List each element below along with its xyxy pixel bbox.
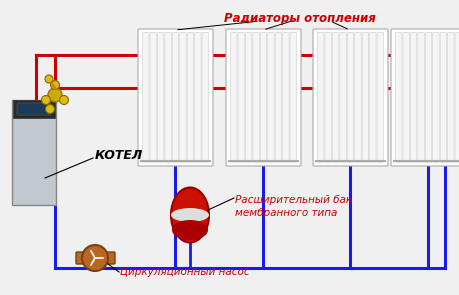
FancyBboxPatch shape (225, 29, 300, 166)
FancyBboxPatch shape (274, 32, 281, 163)
FancyBboxPatch shape (202, 32, 208, 163)
Text: КОТЕЛ: КОТЕЛ (95, 148, 143, 161)
FancyBboxPatch shape (76, 252, 86, 264)
FancyBboxPatch shape (409, 32, 416, 163)
FancyBboxPatch shape (361, 32, 368, 163)
Circle shape (41, 96, 50, 104)
Text: Расширительный бак
мембранного типа: Расширительный бак мембранного типа (235, 195, 351, 218)
FancyBboxPatch shape (230, 32, 236, 163)
FancyBboxPatch shape (324, 32, 330, 163)
FancyBboxPatch shape (194, 32, 201, 163)
Ellipse shape (171, 208, 208, 222)
FancyBboxPatch shape (245, 32, 251, 163)
Circle shape (45, 75, 53, 83)
Circle shape (48, 88, 62, 102)
FancyBboxPatch shape (439, 32, 446, 163)
FancyBboxPatch shape (432, 32, 438, 163)
Text: Радиаторы отопления: Радиаторы отопления (224, 12, 375, 25)
Circle shape (45, 104, 54, 114)
Ellipse shape (172, 220, 207, 240)
FancyBboxPatch shape (312, 29, 387, 166)
Circle shape (59, 96, 68, 104)
Ellipse shape (171, 188, 208, 242)
FancyBboxPatch shape (376, 32, 383, 163)
FancyBboxPatch shape (454, 32, 459, 163)
FancyBboxPatch shape (395, 32, 401, 163)
FancyBboxPatch shape (267, 32, 274, 163)
FancyBboxPatch shape (282, 32, 288, 163)
FancyBboxPatch shape (447, 32, 453, 163)
FancyBboxPatch shape (150, 32, 156, 163)
FancyBboxPatch shape (164, 32, 171, 163)
FancyBboxPatch shape (252, 32, 259, 163)
FancyBboxPatch shape (157, 32, 163, 163)
Circle shape (50, 81, 59, 89)
FancyBboxPatch shape (425, 32, 431, 163)
FancyBboxPatch shape (13, 100, 55, 118)
Text: Циркуляционный насос: Циркуляционный насос (120, 267, 249, 277)
FancyBboxPatch shape (317, 32, 323, 163)
FancyBboxPatch shape (105, 252, 115, 264)
FancyBboxPatch shape (347, 32, 353, 163)
FancyBboxPatch shape (290, 32, 296, 163)
FancyBboxPatch shape (12, 100, 56, 205)
FancyBboxPatch shape (369, 32, 375, 163)
FancyBboxPatch shape (138, 29, 213, 166)
FancyBboxPatch shape (402, 32, 409, 163)
FancyBboxPatch shape (354, 32, 360, 163)
FancyBboxPatch shape (260, 32, 266, 163)
FancyBboxPatch shape (390, 29, 459, 166)
FancyBboxPatch shape (179, 32, 186, 163)
FancyBboxPatch shape (417, 32, 423, 163)
Circle shape (82, 245, 108, 271)
FancyBboxPatch shape (142, 32, 149, 163)
FancyBboxPatch shape (187, 32, 193, 163)
FancyBboxPatch shape (237, 32, 244, 163)
FancyBboxPatch shape (17, 103, 51, 115)
FancyBboxPatch shape (332, 32, 338, 163)
FancyBboxPatch shape (172, 32, 179, 163)
FancyBboxPatch shape (339, 32, 346, 163)
